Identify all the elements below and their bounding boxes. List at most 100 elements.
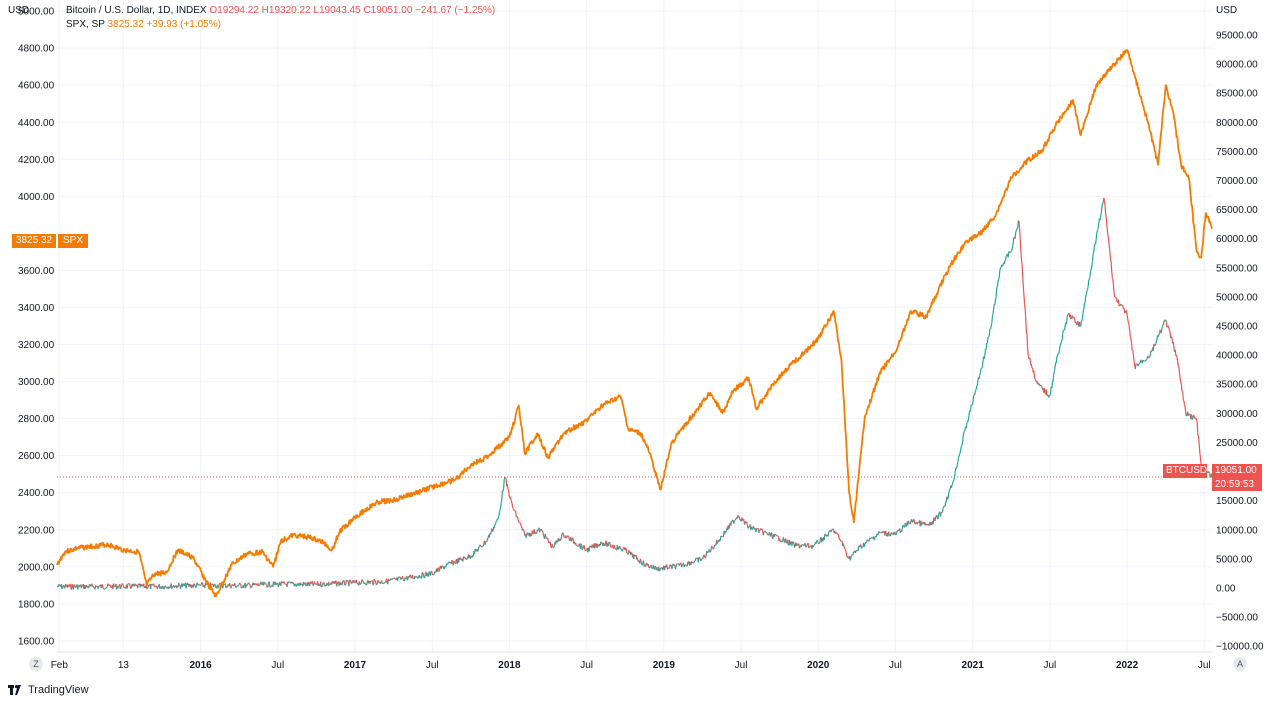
btc-candle-segment — [1107, 235, 1110, 242]
btc-candle-segment — [1081, 316, 1084, 321]
time-axis[interactable]: Feb 13 2016 Jul 2017 Jul 2018 Jul 2019 Jul 2020 Jul… — [51, 660, 1211, 671]
btc-candle-segment — [1103, 201, 1106, 207]
btc-candle-segment — [914, 522, 917, 525]
btc-candle-segment — [671, 565, 674, 570]
btc-candle-segment — [639, 558, 642, 562]
btc-candle-segment — [397, 576, 400, 578]
btc-candle-segment — [591, 544, 594, 547]
btc-candle-segment — [105, 587, 107, 589]
btc-candle-segment — [494, 521, 497, 525]
btc-candle-segment — [1008, 251, 1010, 253]
right-price-axis[interactable]: −10000.00 −5000.00 0.00 5000.00 10000.00 1500… — [1216, 30, 1264, 652]
btc-candle-segment — [300, 583, 303, 586]
btc-candle-segment — [713, 546, 715, 550]
btc-candle-segment — [685, 564, 687, 567]
legend-btc-row[interactable]: Bitcoin / U.S. Dollar, 1D, INDEX O19294.… — [66, 4, 495, 18]
btc-candle-segment — [942, 506, 945, 509]
btc-candle-segment — [834, 532, 837, 535]
btc-candle-segment — [1108, 246, 1111, 253]
btc-candle-segment — [1100, 212, 1102, 217]
btc-candle-segment — [1144, 359, 1147, 362]
btc-candle-segment — [934, 517, 937, 522]
btc-candle-segment — [1163, 320, 1165, 323]
btc-candle-segment — [1080, 320, 1083, 322]
btc-candle-segment — [1145, 359, 1147, 361]
btc-candle-segment — [438, 569, 441, 572]
btc-candle-segment — [1020, 259, 1023, 265]
time-axis-tick-label: Jul — [1198, 660, 1211, 671]
btc-candle-segment — [897, 529, 900, 532]
legend-spx-name: SPX, SP — [66, 19, 105, 30]
btc-candle-segment — [1138, 362, 1141, 365]
btc-candle-segment — [956, 459, 959, 465]
btc-candle-segment — [61, 586, 64, 589]
btc-candle-segment — [1055, 356, 1058, 364]
btc-candle-segment — [1000, 266, 1002, 269]
btc-candle-segment — [277, 584, 280, 588]
btc-candle-segment — [766, 532, 769, 535]
btc-candle-segment — [888, 531, 890, 536]
btc-candle-segment — [614, 548, 617, 550]
btc-candle-segment — [837, 534, 840, 538]
btc-candle-segment — [1025, 319, 1027, 332]
btc-candle-segment — [789, 541, 792, 546]
btc-candle-segment — [499, 508, 502, 511]
btc-candle-segment — [1111, 270, 1113, 278]
btc-price-tag: 19051.00 20:59:53 — [1212, 464, 1262, 491]
btc-candle-segment — [1062, 329, 1065, 331]
btc-candle-segment — [547, 537, 549, 542]
btc-candle-segment — [135, 584, 137, 586]
btc-candle-segment — [318, 583, 321, 586]
btc-candle-segment — [69, 583, 72, 590]
btc-candle-segment — [515, 510, 517, 517]
btc-candle-segment — [979, 368, 982, 373]
btc-candle-segment — [1059, 343, 1062, 346]
btc-candle-segment — [185, 585, 188, 589]
btc-candle-segment — [1027, 348, 1029, 356]
btc-candle-segment — [578, 543, 581, 546]
btc-candle-segment — [1117, 299, 1120, 306]
right-axis-tick-label: 40000.00 — [1216, 351, 1258, 362]
btc-candle-segment — [498, 513, 500, 519]
right-axis-tick-label: 55000.00 — [1216, 263, 1258, 274]
btc-candle-segment — [439, 565, 442, 568]
btc-candle-segment — [818, 542, 821, 544]
btc-candle-segment — [1105, 217, 1108, 227]
right-axis-tick-label: 50000.00 — [1216, 292, 1258, 303]
btc-candle-segment — [1014, 231, 1017, 239]
btc-candle-segment — [1062, 330, 1064, 334]
btc-candle-segment — [1184, 406, 1187, 414]
btc-candle-segment — [1077, 320, 1079, 324]
btc-candle-segment — [276, 582, 279, 585]
btc-candle-segment — [562, 532, 565, 535]
btc-candle-segment — [829, 529, 832, 532]
btc-candle-segment — [582, 545, 585, 549]
btc-candle-segment — [680, 562, 682, 564]
left-price-axis[interactable]: 1600.00 1800.00 2000.00 2200.00 2400.00 2600.… — [18, 7, 55, 648]
right-axis-tick-label: 70000.00 — [1216, 176, 1258, 187]
btc-candle-segment — [1177, 366, 1180, 368]
btc-candle-segment — [857, 546, 860, 552]
btc-candle-segment — [769, 532, 772, 537]
btc-candle-segment — [258, 584, 261, 587]
btc-candle-segment — [1109, 259, 1112, 262]
btc-candle-segment — [431, 571, 433, 574]
btc-candle-segment — [1040, 384, 1043, 387]
right-axis-currency: USD — [1216, 5, 1238, 16]
btc-candle-segment — [346, 579, 349, 582]
btc-candle-segment — [1108, 240, 1110, 247]
btc-candle-segment — [257, 583, 260, 586]
btc-candle-segment — [178, 584, 181, 586]
auto-scale-button[interactable]: A — [1233, 657, 1247, 671]
tradingview-brand[interactable]: TradingView — [8, 684, 89, 696]
btc-candle-segment — [894, 531, 897, 535]
btc-candle-segment — [995, 288, 998, 298]
btc-candle-segment — [542, 532, 544, 535]
time-axis-tick-label: 2016 — [189, 660, 212, 671]
zoom-reset-button[interactable]: Z — [29, 657, 43, 671]
btc-candle-segment — [572, 537, 574, 540]
legend-spx-row[interactable]: SPX, SP 3825.32 +39.93 (+1.05%) — [66, 18, 495, 32]
left-axis-tick-label: 2600.00 — [18, 451, 55, 462]
